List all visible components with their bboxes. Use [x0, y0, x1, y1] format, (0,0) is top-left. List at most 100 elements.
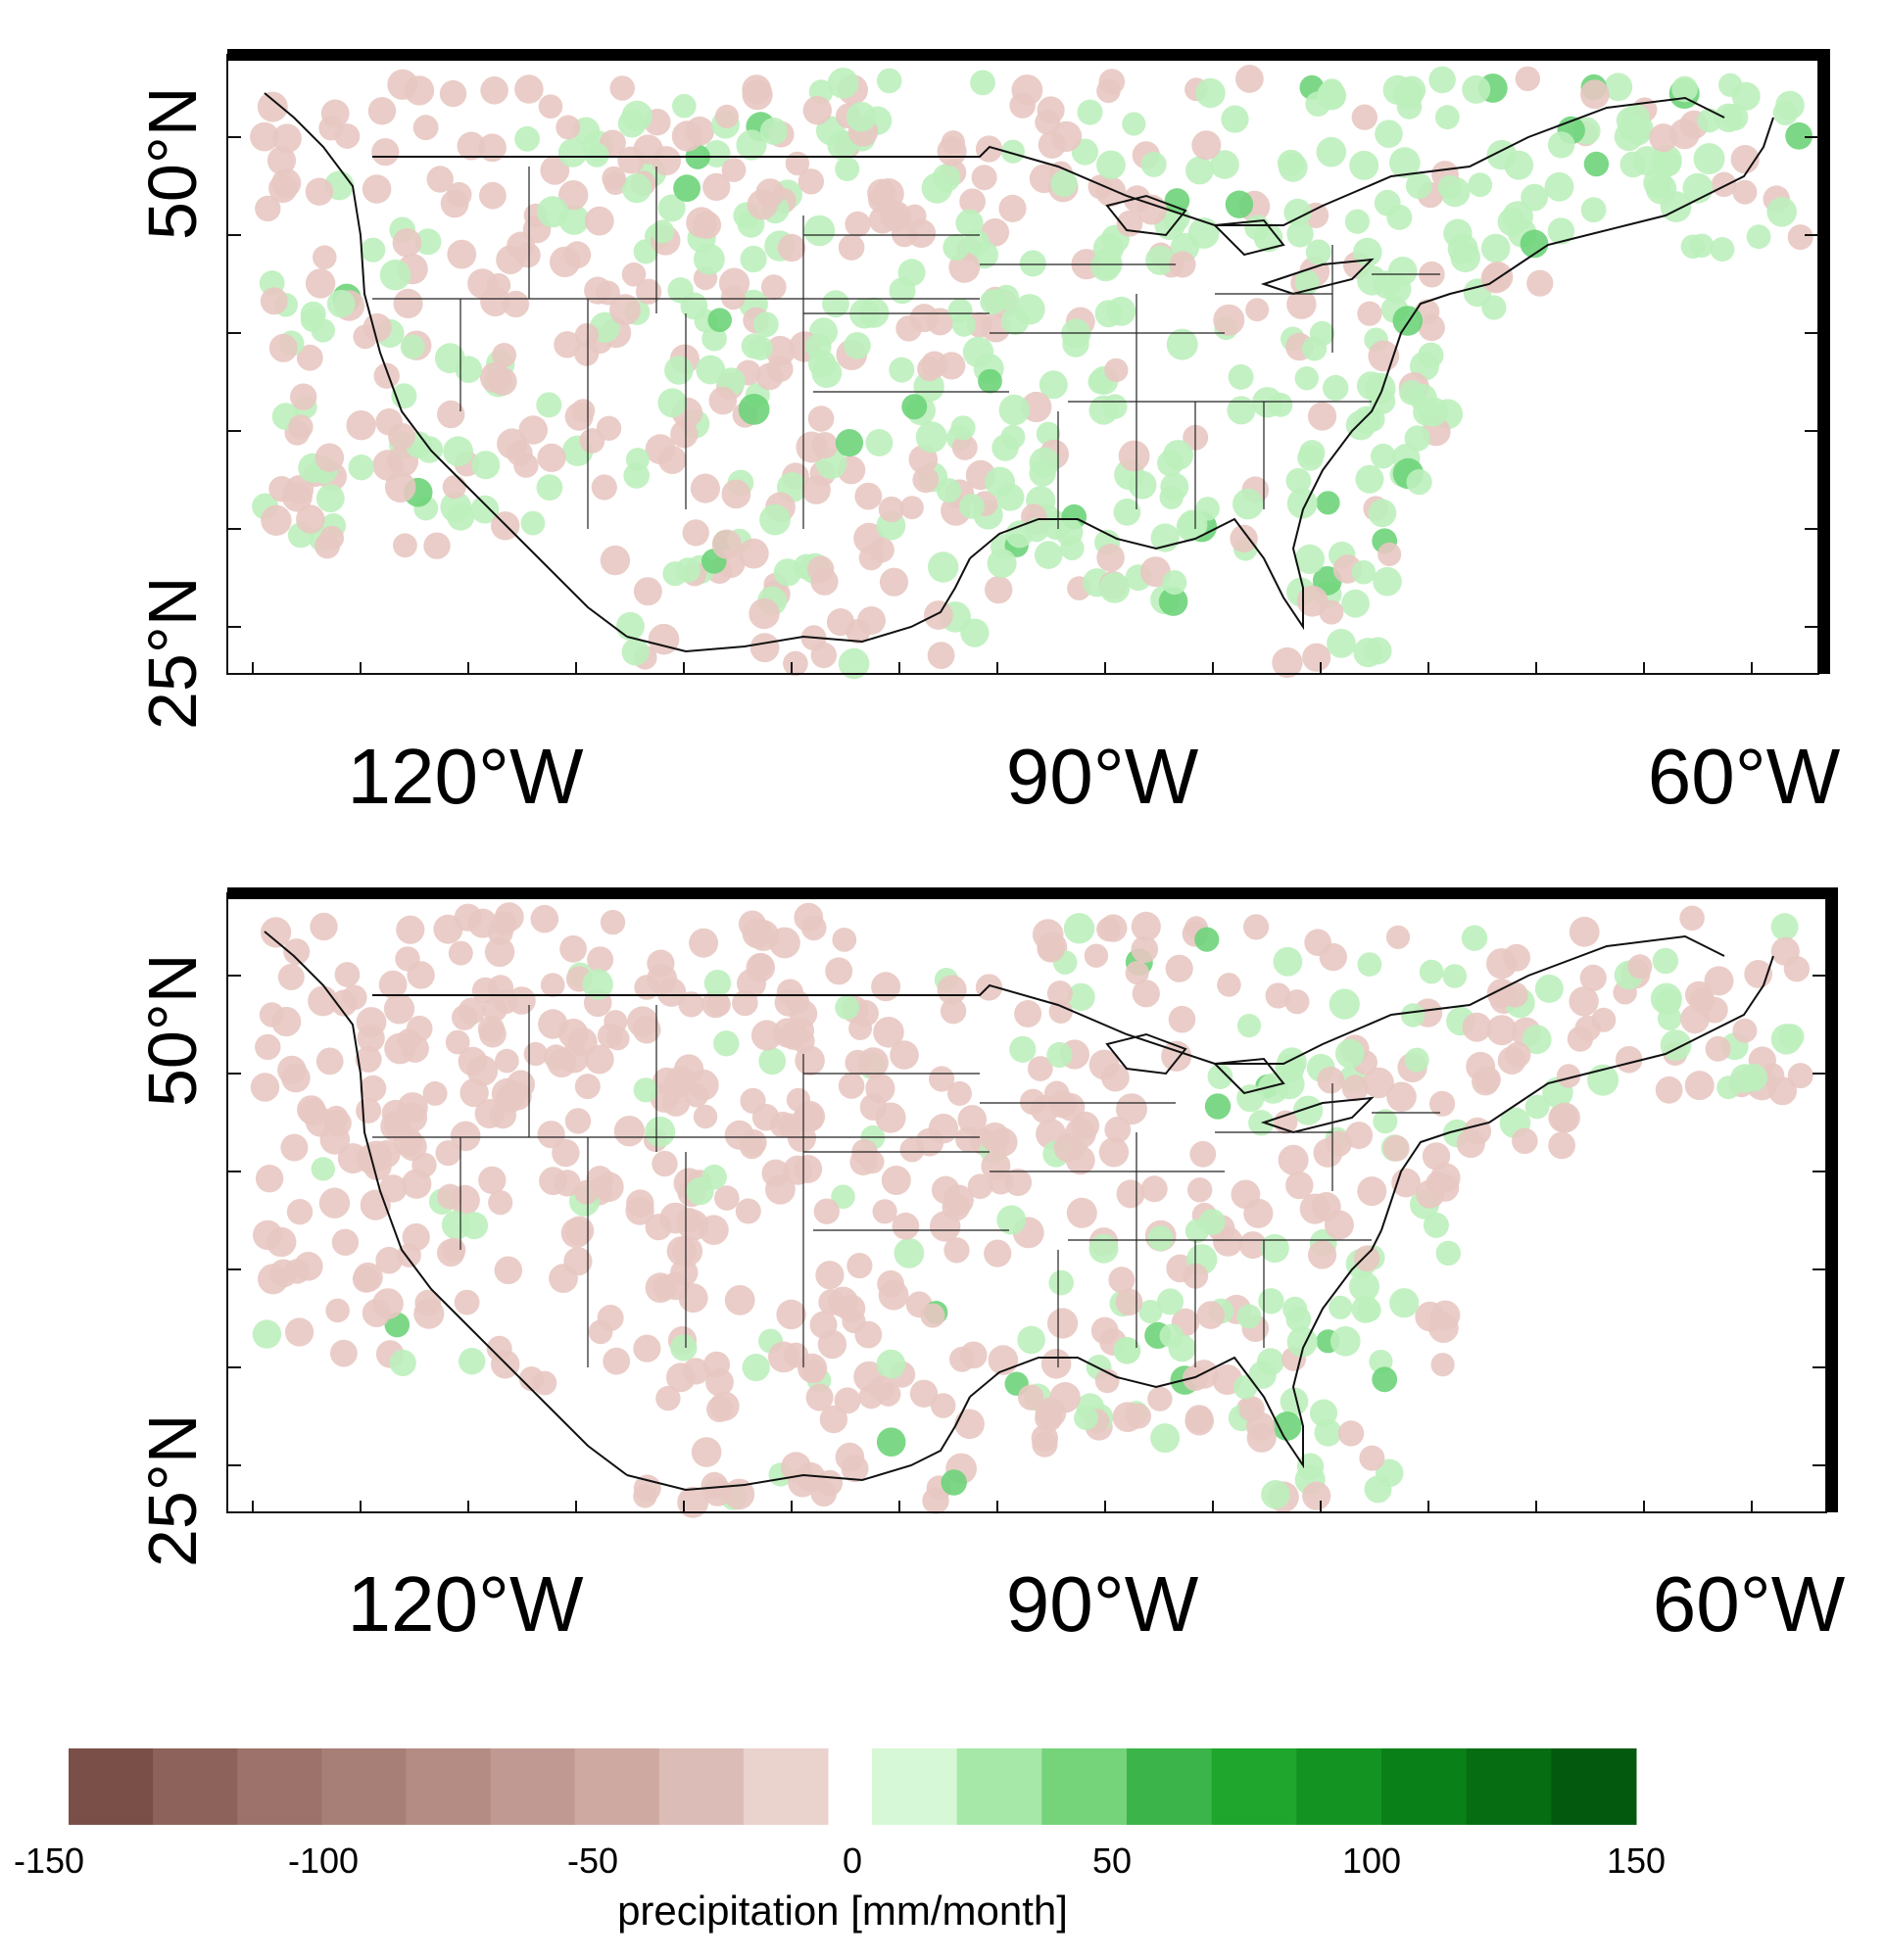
- station-dot: [280, 1133, 309, 1162]
- station-dot: [648, 623, 680, 655]
- station-dot: [1122, 112, 1146, 136]
- station-dot: [854, 1320, 883, 1349]
- station-dot: [1356, 371, 1386, 401]
- station-dot: [967, 1173, 993, 1199]
- station-dot: [514, 125, 540, 152]
- station-dot: [1419, 959, 1444, 984]
- station-dot: [326, 289, 356, 318]
- station-dot: [1198, 1209, 1226, 1235]
- station-dot: [558, 1043, 590, 1074]
- station-dot: [591, 474, 617, 501]
- station-dot: [1077, 99, 1103, 125]
- station-dot: [437, 400, 465, 429]
- station-dot: [998, 394, 1030, 426]
- state-line: [372, 1005, 1440, 1367]
- station-dot: [604, 1010, 628, 1034]
- station-dot: [955, 209, 984, 237]
- station-dot: [518, 415, 548, 445]
- station-dot: [584, 142, 609, 167]
- station-dot: [1434, 105, 1460, 130]
- colorbar-tick-label: -150: [14, 1840, 84, 1881]
- station-dot: [1062, 330, 1089, 358]
- station-dot: [1363, 1067, 1394, 1099]
- station-dot: [1020, 1088, 1046, 1116]
- station-dot: [807, 406, 835, 432]
- station-dot: [325, 1298, 350, 1323]
- station-dot: [315, 484, 345, 513]
- station-dot: [1400, 1003, 1426, 1028]
- lon-label-90w: 90°W: [1006, 733, 1199, 820]
- station-dot: [1547, 217, 1575, 245]
- station-dot: [962, 336, 994, 368]
- station-dot: [1386, 1081, 1417, 1113]
- station-dot: [396, 915, 425, 944]
- station-dot: [835, 429, 864, 457]
- station-dot: [458, 997, 486, 1025]
- station-dot: [1714, 103, 1744, 132]
- station-dot: [484, 936, 515, 968]
- station-dot: [1018, 1384, 1044, 1410]
- station-dot: [311, 1157, 335, 1181]
- station-dot: [523, 1041, 548, 1067]
- lat-label-50n: 50°N: [134, 954, 211, 1107]
- station-dot: [1283, 198, 1312, 226]
- colorbar-swatch: [1127, 1748, 1213, 1825]
- station-dot: [1486, 1015, 1518, 1046]
- station-dot: [1345, 1122, 1374, 1150]
- station-dot: [536, 392, 562, 418]
- station-dot: [670, 1334, 698, 1362]
- station-dot: [959, 188, 986, 215]
- station-dot: [1447, 233, 1478, 264]
- station-dot: [1272, 646, 1303, 679]
- station-dot: [571, 399, 596, 423]
- station-dot: [1357, 1176, 1387, 1207]
- station-dot: [720, 285, 746, 311]
- station-dot: [978, 368, 1002, 394]
- station-dot: [865, 429, 894, 456]
- station-dot: [1027, 1056, 1053, 1081]
- station-dot: [1357, 952, 1382, 977]
- station-dot: [915, 421, 947, 454]
- station-dot: [1684, 1071, 1715, 1101]
- station-dot: [652, 1150, 678, 1177]
- station-dot: [846, 102, 877, 132]
- lon-label-90w: 90°W: [1006, 1560, 1199, 1648]
- station-dot: [261, 504, 292, 536]
- station-dot: [788, 1017, 815, 1044]
- station-dot: [1349, 150, 1379, 180]
- station-dot: [1353, 237, 1382, 267]
- station-dot: [414, 1289, 442, 1316]
- station-dot: [320, 99, 350, 128]
- lat-label-25n: 25°N: [134, 577, 211, 730]
- station-dot: [802, 96, 832, 125]
- station-dot: [1316, 136, 1347, 167]
- station-dot: [869, 1375, 894, 1402]
- station-dot: [633, 577, 662, 606]
- station-dot: [1418, 342, 1444, 368]
- station-dot: [257, 91, 288, 122]
- station-dot: [670, 420, 699, 449]
- station-dot: [1368, 499, 1397, 528]
- station-dot: [740, 1129, 767, 1157]
- station-dot: [807, 555, 835, 583]
- station-dot: [1238, 1231, 1267, 1260]
- station-dot: [902, 204, 927, 228]
- station-dot: [1285, 467, 1312, 494]
- station-dot: [574, 323, 600, 348]
- station-dot: [1787, 224, 1813, 251]
- station-dot: [286, 1199, 314, 1225]
- station-dot: [801, 1359, 827, 1384]
- station-dot: [825, 957, 853, 985]
- station-dot: [1730, 1064, 1760, 1093]
- station-dot: [361, 237, 386, 263]
- station-dot: [845, 1049, 871, 1076]
- colorbar-swatch: [658, 1748, 745, 1825]
- station-dot: [514, 242, 541, 268]
- station-dot: [1583, 151, 1610, 177]
- station-dot: [687, 1069, 719, 1101]
- station-dot: [478, 1166, 507, 1195]
- station-dot: [765, 1173, 796, 1205]
- station-dot: [1520, 229, 1549, 259]
- colorbar-tick-label: -100: [288, 1840, 359, 1881]
